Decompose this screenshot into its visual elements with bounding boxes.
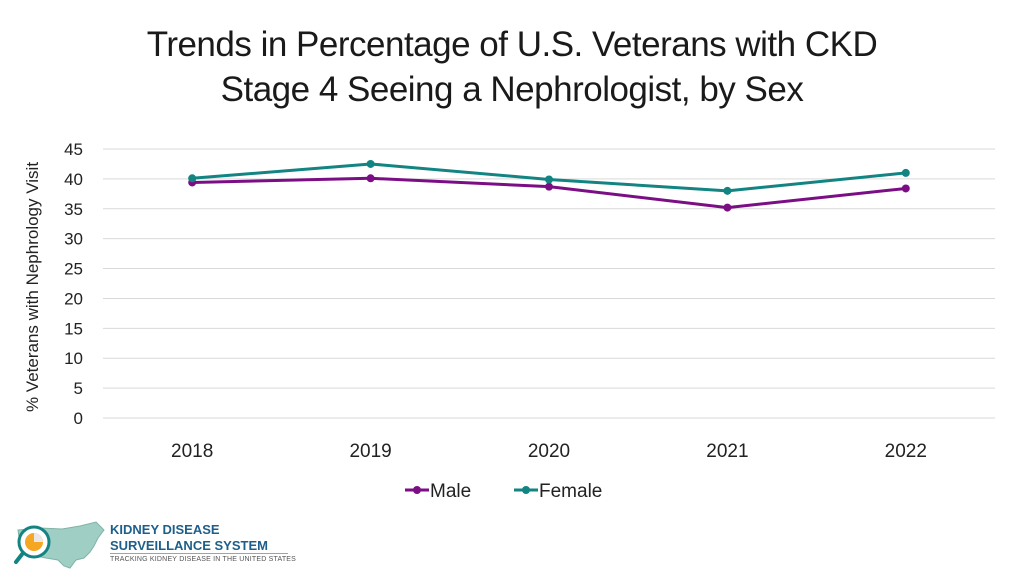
y-tick-label: 30 (64, 230, 83, 249)
y-axis-label: % Veterans with Nephrology Visit (23, 162, 42, 412)
y-tick-label: 35 (64, 200, 83, 219)
legend: Male Female (405, 481, 602, 502)
point-male-2019 (366, 174, 375, 183)
x-tick-label: 2018 (171, 441, 213, 462)
kidney-surveillance-logo: KIDNEY DISEASE SURVEILLANCE SYSTEM TRACK… (10, 516, 300, 574)
legend-marker-female (522, 486, 530, 494)
logo-line2: SURVEILLANCE SYSTEM (110, 538, 268, 553)
gridlines (103, 148, 995, 419)
point-male-2020 (545, 182, 553, 191)
x-tick-label: 2021 (706, 441, 748, 462)
y-tick-label: 15 (64, 319, 83, 338)
y-tick-label: 10 (64, 349, 83, 368)
x-tick-label: 2019 (349, 441, 391, 462)
legend-item-male: Male (405, 481, 471, 502)
point-female-2018 (188, 174, 197, 183)
legend-label-female: Female (539, 481, 602, 502)
chart-title-line2: Stage 4 Seeing a Nephrologist, by Sex (220, 70, 804, 109)
point-female-2020 (545, 175, 553, 184)
chart-title-line1: Trends in Percentage of U.S. Veterans wi… (146, 25, 878, 64)
us-map-icon (14, 521, 105, 569)
logo-rule (110, 553, 288, 554)
x-tick-label: 2022 (885, 441, 927, 462)
legend-marker-male (413, 486, 421, 494)
point-female-2022 (901, 168, 910, 177)
y-tick-label: 45 (64, 140, 83, 159)
y-tick-label: 5 (74, 379, 83, 398)
x-axis-ticks: 2018 2019 2020 2021 2022 (171, 441, 927, 462)
chart-title: Trends in Percentage of U.S. Veterans wi… (0, 22, 1024, 112)
legend-item-female: Female (514, 481, 602, 502)
y-tick-label: 25 (64, 260, 83, 279)
y-tick-label: 20 (64, 289, 83, 308)
point-female-2021 (723, 186, 732, 195)
x-tick-label: 2020 (528, 441, 570, 462)
series-lines (188, 159, 910, 212)
legend-label-male: Male (430, 481, 471, 502)
y-tick-label: 0 (74, 409, 83, 428)
point-female-2019 (366, 159, 375, 168)
logo-tagline: TRACKING KIDNEY DISEASE IN THE UNITED ST… (110, 556, 297, 563)
logo-line1: KIDNEY DISEASE (110, 522, 220, 537)
point-male-2022 (901, 184, 910, 193)
point-male-2021 (723, 203, 732, 212)
y-tick-label: 40 (64, 170, 83, 189)
y-axis-ticks: 0 5 10 15 20 25 30 35 40 45 (64, 140, 83, 428)
